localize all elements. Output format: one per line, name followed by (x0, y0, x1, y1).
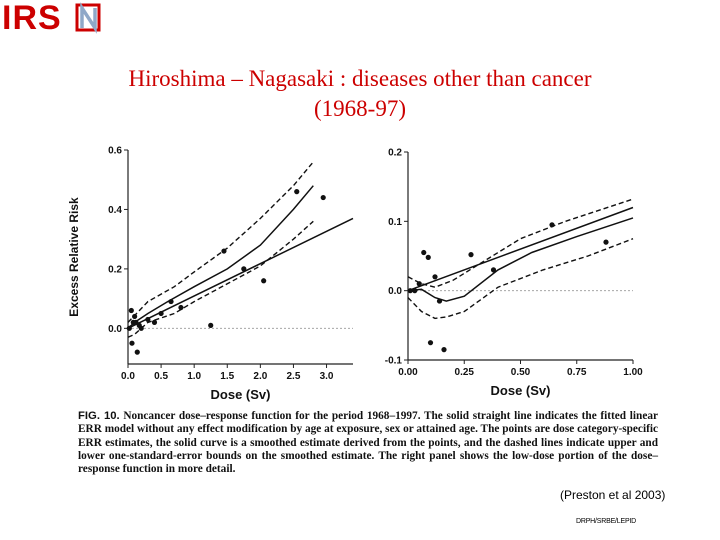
right-data-point (427, 340, 434, 346)
right-data-point (603, 239, 609, 245)
right-data-point (468, 252, 474, 258)
left-y-tick-label: 0.6 (108, 146, 122, 157)
left-data-point (168, 298, 174, 305)
right-x-tick-label: 0.00 (398, 367, 418, 378)
right-y-tick-label: -0.1 (385, 356, 403, 367)
left-data-point (320, 194, 326, 201)
irsn-logo: IRS (2, 0, 101, 34)
caption-text: Noncancer dose–response function for the… (78, 410, 658, 476)
right-x-tick-label: 0.75 (567, 367, 587, 378)
right-data-point (416, 281, 422, 287)
left-x-tick-label: 1.0 (187, 371, 201, 382)
figure-caption: FIG. 10. Noncancer dose–response functio… (78, 410, 658, 476)
left-y-axis-label: Excess Relative Risk (67, 197, 81, 317)
left-data-point (178, 304, 184, 311)
left-data-point (294, 189, 300, 195)
left-x-tick-label: 0.0 (121, 371, 135, 382)
left-y-tick-label: 0.2 (108, 264, 122, 275)
left-x-axis-label: Dose (Sv) (211, 387, 271, 402)
left-y-tick-label: 0.0 (108, 324, 122, 335)
left-x-tick-label: 3.0 (320, 371, 334, 382)
right-data-point (407, 288, 413, 294)
left-x-tick-label: 1.5 (220, 371, 234, 382)
left-data-point (261, 278, 267, 284)
left-data-point (133, 319, 139, 325)
right-y-tick-label: 0.0 (388, 286, 402, 297)
right-data-point (436, 298, 443, 304)
left-panel: 0.0 0.5 1.0 1.5 2.0 2.5 3.0 0.0 0.2 0.4 0.6 Dose (S… (67, 146, 354, 402)
figure: 0.0 0.5 1.0 1.5 2.0 2.5 3.0 0.0 0.2 0.4 0.6 Dose (S… (67, 146, 643, 403)
left-data-point (241, 266, 247, 272)
left-x-tick-label: 0.5 (154, 371, 168, 382)
right-x-tick-label: 1.00 (623, 367, 643, 378)
left-y-tick-label: 0.4 (108, 205, 122, 216)
right-smoothed-curve (407, 217, 634, 302)
left-data-point (158, 310, 164, 317)
left-data-point (208, 322, 214, 328)
left-data-point (138, 325, 144, 331)
slide-title-line2: (1968-97) (314, 96, 406, 121)
left-lower-bound-curve (127, 220, 314, 338)
left-data-point (134, 349, 140, 355)
footer-department: DRPH/SRBE/LEPID (576, 518, 637, 525)
left-data-point (145, 316, 151, 323)
right-data-point (421, 249, 427, 256)
left-x-tick-label: 2.5 (286, 371, 300, 382)
left-data-point (128, 307, 134, 314)
source-citation: (Preston et al 2003) (560, 488, 666, 502)
right-data-point (549, 222, 555, 228)
left-smoothed-curve (127, 185, 314, 329)
right-x-axis-label: Dose (Sv) (491, 383, 551, 398)
right-data-point (425, 254, 431, 260)
left-linear-fit-line (127, 217, 354, 329)
left-x-tick-label: 2.0 (253, 371, 267, 382)
left-data-point (221, 248, 227, 254)
left-data-point (151, 319, 158, 325)
left-data-point (126, 325, 132, 331)
right-y-tick-label: 0.1 (388, 217, 402, 228)
right-linear-fit-line (407, 206, 634, 292)
left-data-point (132, 313, 138, 320)
right-panel: 0.00 0.25 0.50 0.75 1.00 -0.1 0.0 0.1 0.2 Dose (S… (385, 148, 643, 399)
right-y-tick-label: 0.2 (388, 148, 402, 159)
right-x-tick-label: 0.50 (511, 367, 531, 378)
right-data-point (441, 347, 447, 353)
right-data-point (432, 274, 438, 280)
slide-title-line1: Hiroshima – Nagasaki : diseases other th… (128, 66, 592, 91)
right-x-tick-label: 0.25 (455, 367, 475, 378)
caption-fig-label: FIG. 10. (78, 410, 120, 422)
logo-letters: IRS (2, 0, 62, 34)
left-data-point (129, 340, 135, 346)
right-data-point (412, 288, 418, 294)
right-data-point (490, 267, 497, 273)
right-upper-bound-curve (407, 198, 634, 288)
left-upper-bound-curve (127, 161, 314, 323)
right-lower-bound-curve (407, 238, 634, 320)
logo-n-mark (75, 2, 101, 34)
